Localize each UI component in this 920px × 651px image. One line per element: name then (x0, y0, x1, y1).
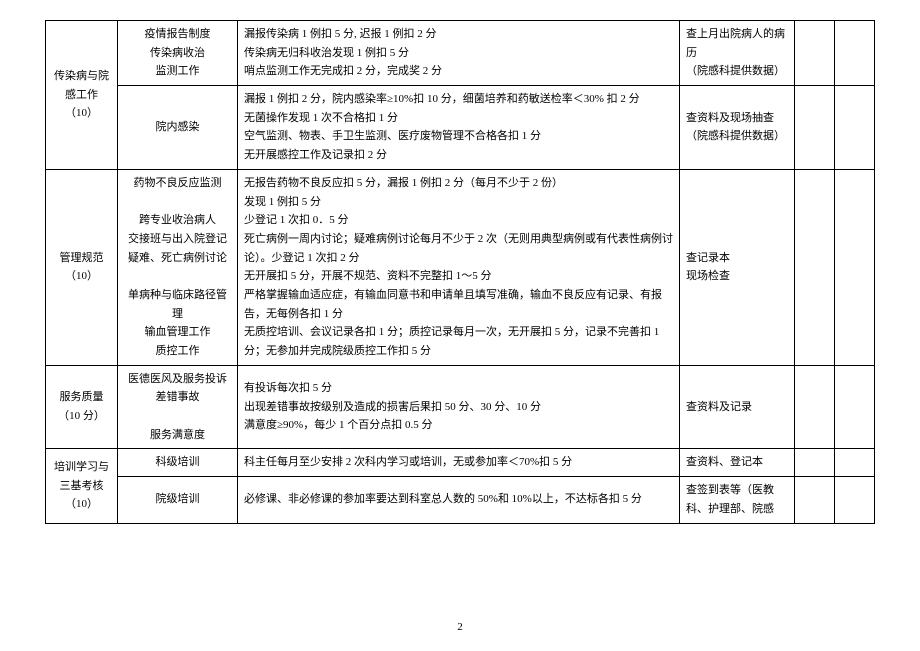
item-cell: 院级培训 (118, 477, 238, 523)
criteria-cell: 必修课、非必修课的参加率要达到科室总人数的 50%和 10%以上，不达标各扣 5… (238, 477, 680, 523)
score-cell (795, 86, 835, 170)
table-row: 传染病与院感工作（10）疫情报告制度传染病收治监测工作漏报传染病 1 例扣 5 … (46, 21, 875, 86)
remark-cell (835, 169, 875, 365)
remark-cell (835, 86, 875, 170)
remark-cell (835, 21, 875, 86)
criteria-cell: 有投诉每次扣 5 分出现差错事故按级别及造成的损害后果扣 50 分、30 分、1… (238, 365, 680, 449)
score-cell (795, 21, 835, 86)
assessment-table: 传染病与院感工作（10）疫情报告制度传染病收治监测工作漏报传染病 1 例扣 5 … (45, 20, 875, 524)
method-cell: 查记录本现场检查 (680, 169, 795, 365)
item-cell: 医德医风及服务投诉差错事故服务满意度 (118, 365, 238, 449)
score-cell (795, 169, 835, 365)
remark-cell (835, 477, 875, 523)
score-cell (795, 477, 835, 523)
method-cell: 查上月出院病人的病历（院感科提供数据） (680, 21, 795, 86)
table-row: 培训学习与三基考核（10）科级培训科主任每月至少安排 2 次科内学习或培训，无或… (46, 449, 875, 477)
category-cell: 管理规范（10） (46, 169, 118, 365)
score-cell (795, 449, 835, 477)
item-cell: 院内感染 (118, 86, 238, 170)
criteria-cell: 无报告药物不良反应扣 5 分，漏报 1 例扣 2 分（每月不少于 2 份）发现 … (238, 169, 680, 365)
table-row: 院内感染漏报 1 例扣 2 分，院内感染率≥10%扣 10 分，细菌培养和药敏送… (46, 86, 875, 170)
criteria-cell: 漏报传染病 1 例扣 5 分, 迟报 1 例扣 2 分传染病无归科收治发现 1 … (238, 21, 680, 86)
table-row: 服务质量（10 分）医德医风及服务投诉差错事故服务满意度有投诉每次扣 5 分出现… (46, 365, 875, 449)
remark-cell (835, 365, 875, 449)
remark-cell (835, 449, 875, 477)
category-cell: 服务质量（10 分） (46, 365, 118, 449)
category-cell: 培训学习与三基考核（10） (46, 449, 118, 523)
item-cell: 科级培训 (118, 449, 238, 477)
method-cell: 查资料及现场抽查（院感科提供数据） (680, 86, 795, 170)
item-cell: 药物不良反应监测跨专业收治病人交接班与出入院登记疑难、死亡病例讨论单病种与临床路… (118, 169, 238, 365)
method-cell: 查签到表等（医教科、护理部、院感 (680, 477, 795, 523)
criteria-cell: 漏报 1 例扣 2 分，院内感染率≥10%扣 10 分，细菌培养和药敏送检率＜3… (238, 86, 680, 170)
criteria-cell: 科主任每月至少安排 2 次科内学习或培训，无或参加率＜70%扣 5 分 (238, 449, 680, 477)
table-row: 管理规范（10）药物不良反应监测跨专业收治病人交接班与出入院登记疑难、死亡病例讨… (46, 169, 875, 365)
category-cell: 传染病与院感工作（10） (46, 21, 118, 170)
table-row: 院级培训必修课、非必修课的参加率要达到科室总人数的 50%和 10%以上，不达标… (46, 477, 875, 523)
page-number: 2 (457, 621, 463, 633)
method-cell: 查资料及记录 (680, 365, 795, 449)
method-cell: 查资料、登记本 (680, 449, 795, 477)
item-cell: 疫情报告制度传染病收治监测工作 (118, 21, 238, 86)
score-cell (795, 365, 835, 449)
